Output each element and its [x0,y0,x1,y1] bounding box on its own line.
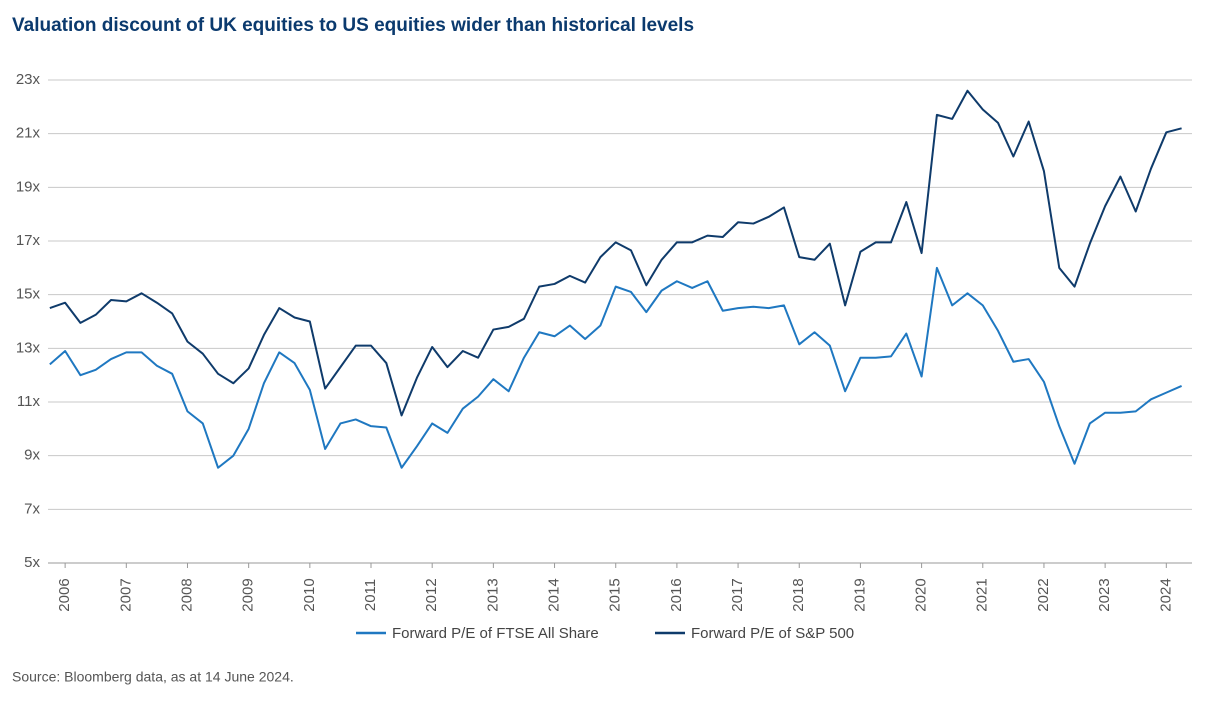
x-tick-label: 2013 [484,578,501,611]
x-tick-label: 2016 [668,578,685,611]
series-line [49,89,1182,417]
x-tick-label: 2012 [423,578,440,611]
x-tick-label: 2022 [1035,578,1052,611]
y-tick-label: 15x [16,286,41,303]
x-tick-label: 2006 [56,578,73,611]
legend-item: Forward P/E of S&P 500 [655,625,854,642]
y-tick-label: 21x [16,125,41,142]
x-tick-label: 2009 [240,578,257,611]
y-tick-label: 19x [16,178,41,195]
x-tick-label: 2020 [913,578,930,611]
y-tick-label: 17x [16,232,41,249]
x-tick-label: 2011 [362,579,379,611]
x-tick-label: 2008 [178,578,195,611]
series-line [49,266,1183,469]
x-tick-label: 2021 [974,578,991,611]
x-tick-label: 2019 [851,578,868,611]
chart-title: Valuation discount of UK equities to US … [12,15,694,36]
legend-item: Forward P/E of FTSE All Share [356,625,599,642]
x-tick-label: 2014 [546,578,563,611]
x-tick-label: 2018 [790,578,807,611]
x-tick-label: 2024 [1157,578,1174,611]
legend-label: Forward P/E of FTSE All Share [392,625,599,642]
x-tick-label: 2023 [1096,578,1113,611]
y-tick-label: 23x [16,71,41,88]
legend-label: Forward P/E of S&P 500 [691,625,854,642]
y-tick-label: 11x [17,393,41,410]
y-tick-label: 13x [16,339,41,356]
x-tick-label: 2015 [607,578,624,611]
x-tick-label: 2017 [729,578,746,611]
x-tick-label: 2010 [301,578,318,611]
y-tick-label: 7x [24,500,40,517]
source-note: Source: Bloomberg data, as at 14 June 20… [12,669,294,685]
x-tick-label: 2007 [117,578,134,611]
y-tick-label: 5x [24,554,40,571]
y-tick-label: 9x [24,447,40,464]
